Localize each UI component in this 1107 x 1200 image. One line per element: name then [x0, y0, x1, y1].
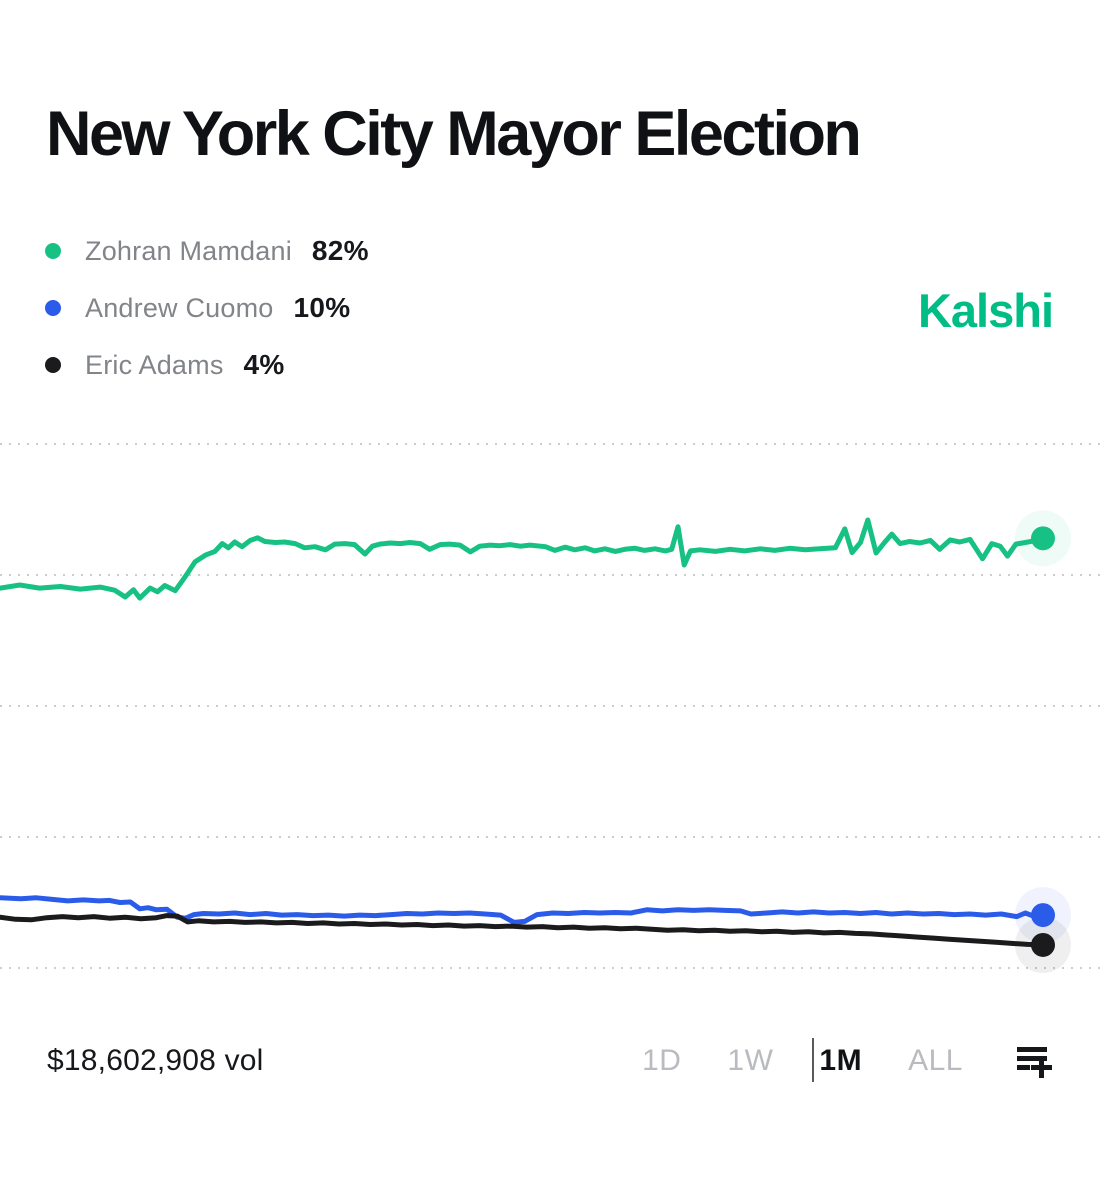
price-chart[interactable]	[0, 420, 1107, 1000]
range-button-all[interactable]: ALL	[908, 1044, 963, 1077]
mamdani-series-dot-icon	[45, 243, 61, 259]
range-button-1d[interactable]: 1D	[642, 1044, 682, 1077]
footer-bar: $18,602,908 vol 1D 1W 1M ALL	[0, 1033, 1107, 1089]
price-chart-svg	[0, 443, 1107, 973]
legend-value: 10%	[293, 292, 351, 323]
legend-value: 82%	[311, 235, 369, 266]
playlist-add-icon[interactable]	[1009, 1040, 1055, 1082]
cuomo-series-dot-icon	[45, 300, 61, 316]
kalshi-logo: Kalshi	[917, 284, 1054, 337]
legend-name: Andrew Cuomo	[85, 292, 274, 323]
range-button-1m[interactable]: 1M	[812, 1038, 862, 1082]
legend: Zohran Mamdani 82% Andrew Cuomo 10% Eric…	[45, 228, 369, 399]
legend-value: 4%	[243, 349, 285, 380]
page-title: New York City Mayor Election	[46, 99, 862, 169]
volume-label: $18,602,908 vol	[47, 1044, 264, 1077]
range-selector: 1D 1W 1M ALL	[642, 1038, 1055, 1082]
text-cursor	[812, 1038, 815, 1082]
range-button-1w[interactable]: 1W	[727, 1044, 774, 1077]
legend-item-cuomo[interactable]: Andrew Cuomo 10%	[45, 285, 369, 331]
legend-item-mamdani[interactable]: Zohran Mamdani 82%	[45, 228, 369, 274]
legend-name: Zohran Mamdani	[85, 235, 292, 266]
legend-item-adams[interactable]: Eric Adams 4%	[45, 342, 369, 388]
legend-name: Eric Adams	[85, 349, 224, 380]
adams-series-dot-icon	[45, 357, 61, 373]
